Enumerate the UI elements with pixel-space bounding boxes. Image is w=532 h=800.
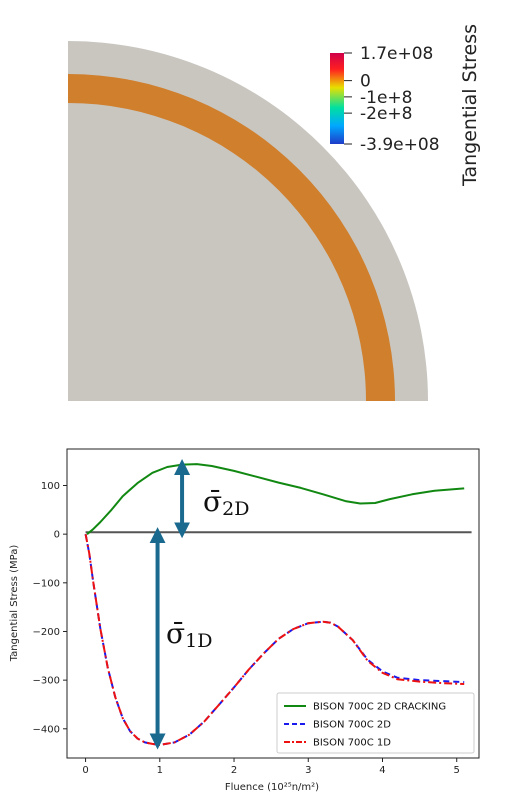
colorbar-tick-label: 1.7e+08 [360, 44, 433, 64]
colorbar: 1.7e+08 0-1e+8-2e+8 -3.9e+08 Tangential St… [330, 24, 481, 187]
y-axis-label: Tangential Stress (MPa) [9, 545, 20, 663]
x-tick-label: 2 [231, 765, 237, 776]
x-tick-label: 5 [454, 765, 460, 776]
contour-plot [68, 41, 428, 401]
colorbar-tick-label: -1e+8 [360, 88, 412, 108]
x-tick-label: 3 [305, 765, 311, 776]
legend-box [276, 692, 475, 754]
x-tick-label: 1 [157, 765, 163, 776]
line-chart: 0 1 2 3 4 5 −400 −300 −200 −100 0 100 Fluence (10²… [9, 448, 480, 793]
annotation-layer: σ̄2D σ̄1D [149, 459, 249, 750]
y-tick-label: 100 [41, 481, 60, 492]
legend: BISON 700C 2D CRACKING BISON 700C 2D BISON… [276, 692, 475, 754]
stress-ring [68, 74, 395, 401]
legend-entry: BISON 700C 1D [313, 738, 391, 749]
colorbar-tick-label: -3.9e+08 [360, 135, 440, 155]
colorbar-tick-label: -2e+8 [360, 104, 412, 124]
x-tick-label: 4 [379, 765, 385, 776]
y-tick-label: −300 [33, 676, 60, 687]
y-axis: −400 −300 −200 −100 0 100 [33, 481, 67, 735]
colorbar-title: Tangential Stress [459, 24, 481, 187]
series-line-1 [86, 463, 465, 535]
colorbar-gradient [330, 53, 344, 144]
y-tick-label: −400 [33, 724, 60, 735]
sigma-1d-label: σ̄1D [166, 617, 212, 652]
x-axis-label: Fluence (10²⁵n/m²) [225, 782, 319, 793]
series-line-3 [84, 534, 465, 746]
x-axis: 0 1 2 3 4 5 [82, 758, 460, 776]
sigma-2d-label: σ̄2D [203, 485, 249, 520]
legend-entry: BISON 700C 2D [313, 720, 391, 731]
legend-entry: BISON 700C 2D CRACKING [313, 702, 446, 713]
x-tick-label: 0 [82, 765, 88, 776]
outer-disk [68, 41, 428, 401]
y-tick-label: −100 [33, 578, 60, 589]
colorbar-tick-label: 0 [360, 72, 371, 92]
y-tick-label: 0 [54, 530, 60, 541]
y-tick-label: −200 [33, 627, 60, 638]
